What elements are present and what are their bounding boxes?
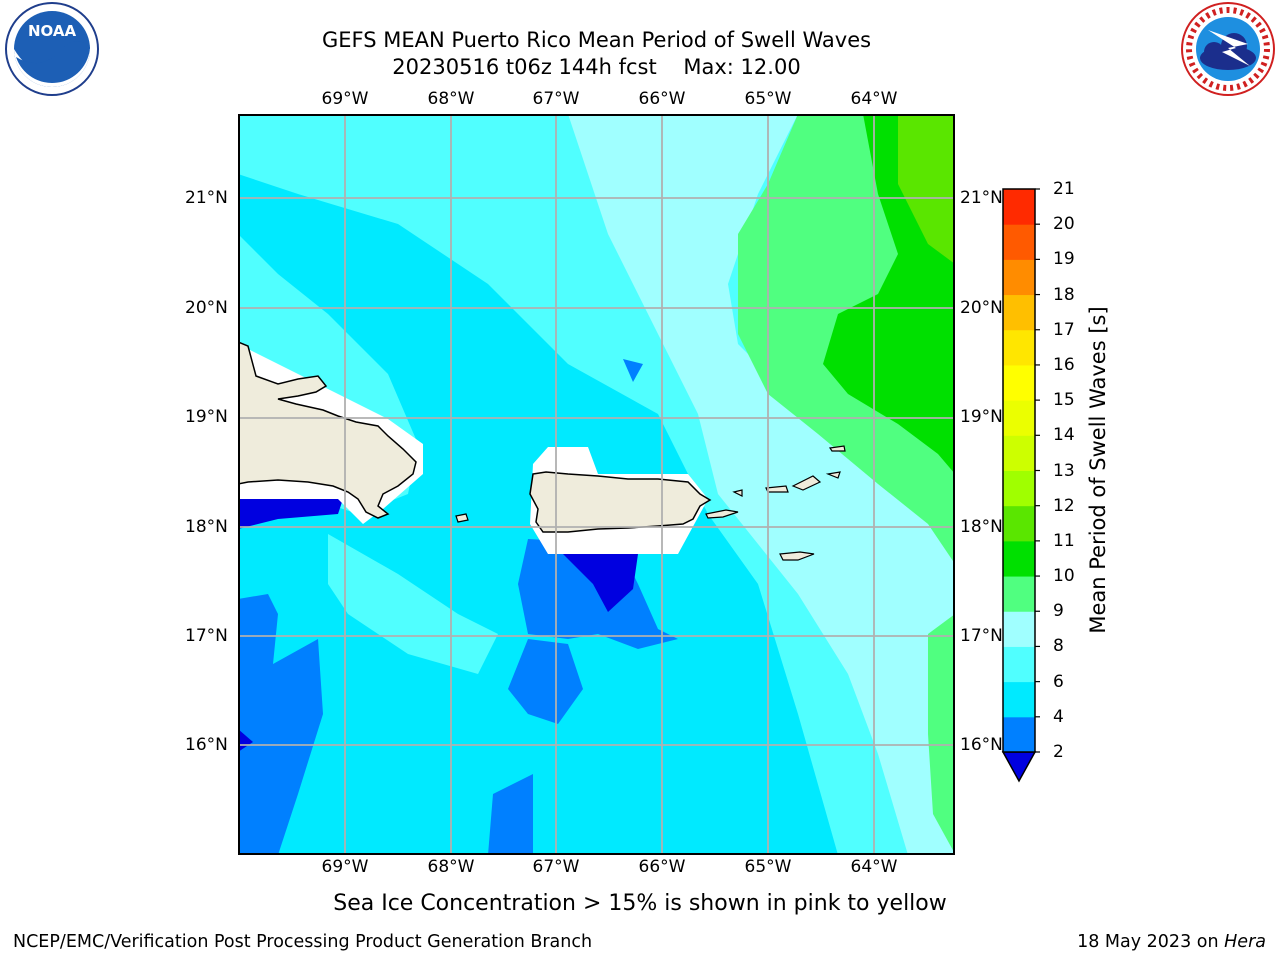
colorbar: [1001, 188, 1040, 783]
colorbar-tick-label: 18: [1053, 284, 1075, 305]
lon-label-bottom: 64°W: [850, 857, 898, 877]
map-frame: [238, 114, 955, 855]
island-mona: [455, 513, 469, 523]
lon-label-bottom: 65°W: [744, 857, 792, 877]
colorbar-segment: [1003, 224, 1035, 260]
colorbar-segment: [1003, 681, 1035, 718]
lat-label-right: 20°N: [960, 298, 1002, 318]
land-hispaniola: [238, 341, 417, 519]
colorbar-segment: [1003, 611, 1035, 647]
island-anegada: [825, 471, 841, 479]
field-9-10s: [568, 114, 955, 855]
colorbar-title: Mean Period of Swell Waves [s]: [1086, 306, 1110, 634]
colorbar-tick-label: 14: [1053, 425, 1075, 446]
colorbar-segment: [1003, 540, 1035, 577]
colorbar-segment: [1003, 435, 1035, 471]
lat-label-left: 20°N: [185, 298, 228, 318]
colorbar-tick-label: 16: [1053, 354, 1075, 375]
colorbar-segment: [1003, 329, 1035, 366]
lon-label-top: 66°W: [638, 89, 686, 109]
lat-label-right: 18°N: [960, 517, 1002, 537]
chart-title-line1: GEFS MEAN Puerto Rico Mean Period of Swe…: [321, 28, 872, 52]
lon-label-top: 64°W: [850, 89, 898, 109]
field-8-9s-south: [328, 534, 498, 674]
lon-label-bottom: 66°W: [638, 857, 686, 877]
colorbar-tick-label: 4: [1053, 706, 1064, 727]
lat-label-left: 19°N: [185, 407, 228, 427]
colorbar-segment: [1003, 470, 1035, 507]
lon-label-bottom: 69°W: [321, 857, 369, 877]
lon-label-bottom: 68°W: [427, 857, 475, 877]
island-st-croix: [779, 551, 815, 561]
footer-branch: NCEP/EMC/Verification Post Processing Pr…: [13, 932, 593, 952]
island-tortola: [791, 475, 822, 491]
colorbar-segment: [1003, 189, 1035, 225]
footer-machine: Hera: [1224, 932, 1266, 952]
svg-text:NOAA: NOAA: [28, 22, 77, 40]
field-2-4s-south: [508, 639, 583, 724]
lat-label-left: 17°N: [185, 626, 228, 646]
lat-label-right: 19°N: [960, 407, 1002, 427]
field-10-11s-southeast: [928, 614, 955, 854]
footer-date: 18 May 2023 on Hera: [1077, 932, 1266, 952]
colorbar-tick-label: 2: [1053, 742, 1064, 762]
colorbar-segment: [1003, 400, 1035, 436]
sea-ice-caption: Sea Ice Concentration > 15% is shown in …: [333, 891, 947, 916]
lat-label-right: 21°N: [960, 188, 1002, 208]
colorbar-segment: [1003, 259, 1035, 296]
colorbar-segment: [1003, 294, 1035, 331]
noaa-logo: NOAA: [2, 1, 102, 101]
colorbar-tick-label: 19: [1053, 249, 1075, 270]
lon-label-top: 69°W: [321, 89, 369, 109]
field-2-4s-southpr: [518, 539, 678, 649]
field-lt2s-edge: [238, 729, 253, 752]
lat-label-right: 17°N: [960, 626, 1002, 646]
island-culebra: [732, 489, 743, 497]
nws-logo: [1178, 0, 1278, 100]
colorbar-tick-label: 9: [1053, 601, 1064, 622]
lat-label-right: 16°N: [960, 735, 1002, 755]
field-lt2s-pr: [563, 554, 638, 612]
colorbar-segment: [1003, 576, 1035, 612]
colorbar-tick-label: 20: [1053, 214, 1075, 235]
field-12s: [898, 114, 955, 264]
lat-label-left: 21°N: [185, 188, 228, 208]
field-lt2s-hispaniola: [238, 499, 343, 529]
field-2-4s-southwest: [238, 594, 323, 855]
lon-label-top: 67°W: [532, 89, 580, 109]
lat-labels-right-clip: 21°N 20°N 19°N 18°N 17°N 16°N: [958, 0, 1002, 960]
chart-title-line2: 20230516 t06z 144h fcst Max: 12.00: [392, 55, 801, 79]
colorbar-segment: [1003, 364, 1035, 401]
swell-period-map: [238, 114, 955, 855]
lat-label-left: 16°N: [185, 735, 228, 755]
colorbar-tick-label: 15: [1053, 390, 1075, 411]
colorbar-segment: [1003, 716, 1035, 753]
field-2-4s-bottom: [488, 774, 533, 855]
colorbar-tick-label: 21: [1053, 179, 1075, 199]
colorbar-tick-label: 6: [1053, 671, 1064, 692]
island-vieques: [705, 509, 739, 519]
lat-label-left: 18°N: [185, 517, 228, 537]
lon-label-top: 68°W: [427, 89, 475, 109]
colorbar-tick-label: 17: [1053, 319, 1075, 340]
island-north: [828, 445, 846, 452]
land-puerto-rico: [529, 471, 712, 533]
colorbar-tick-label: 11: [1053, 530, 1075, 551]
colorbar-segment: [1003, 505, 1035, 542]
lon-label-bottom: 67°W: [532, 857, 580, 877]
colorbar-tick-label: 13: [1053, 460, 1075, 481]
field-2-4s-north: [623, 359, 643, 382]
colorbar-tick-label: 8: [1053, 636, 1064, 657]
colorbar-tick-label: 10: [1053, 566, 1075, 587]
colorbar-tick-label: 12: [1053, 495, 1075, 516]
lon-label-top: 65°W: [744, 89, 792, 109]
colorbar-segment: [1003, 646, 1035, 683]
colorbar-extend-triangle: [1001, 751, 1037, 783]
graticule: [238, 114, 955, 855]
